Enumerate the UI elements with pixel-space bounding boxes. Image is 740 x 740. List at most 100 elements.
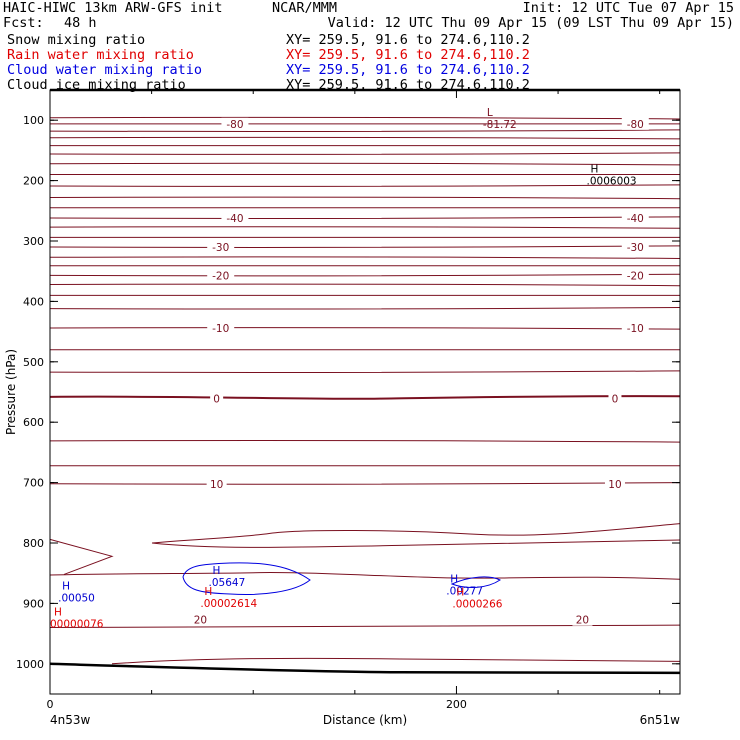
isotherm-line bbox=[49, 370, 681, 373]
isotherm-line bbox=[49, 283, 681, 287]
valid-time: Valid: 12 UTC Thu 09 Apr 15 (09 LST Thu … bbox=[327, 15, 734, 31]
extremum-marker: H bbox=[204, 586, 212, 598]
contour-label: -40 bbox=[627, 213, 644, 225]
isotherm-line bbox=[49, 136, 681, 140]
extremum-marker: H bbox=[62, 580, 70, 592]
isotherm-line bbox=[49, 152, 681, 155]
y-tick-label: 400 bbox=[23, 295, 44, 308]
contour-label-bg bbox=[621, 269, 649, 282]
isotherm-line bbox=[49, 273, 681, 277]
extremum-value: .05647 bbox=[209, 577, 246, 589]
isotherm-line bbox=[49, 184, 681, 187]
contour-label-bg bbox=[221, 117, 249, 130]
contour-label: -80 bbox=[627, 119, 644, 131]
isotherm-line bbox=[151, 539, 681, 548]
extremum-marker: H bbox=[213, 565, 221, 577]
y-tick-label: 1000 bbox=[16, 658, 44, 671]
contour-label-bg bbox=[621, 241, 649, 254]
y-tick-label: 600 bbox=[23, 416, 44, 429]
x-tick-label: 200 bbox=[446, 698, 467, 711]
isotherm-line bbox=[49, 216, 681, 219]
field-cloudwater-xy: XY= 259.5, 91.6 to 274.6,110.2 bbox=[286, 62, 530, 78]
y-tick-label: 200 bbox=[23, 175, 44, 188]
org-label: NCAR/MMM bbox=[272, 0, 338, 16]
isotherm-line bbox=[49, 116, 681, 120]
ground-surface-line bbox=[49, 662, 681, 675]
freezing-level-line bbox=[49, 395, 681, 400]
field-rain-xy: XY= 259.5, 91.6 to 274.6,110.2 bbox=[286, 47, 530, 63]
contour-label: 20 bbox=[576, 615, 589, 627]
isotherm-line bbox=[151, 523, 681, 544]
isotherm-line bbox=[111, 657, 681, 665]
plot-frame bbox=[49, 89, 681, 695]
isotherm-line bbox=[49, 256, 681, 260]
extremum-value: -81.72 bbox=[483, 119, 517, 131]
x-tick-label: 0 bbox=[47, 698, 54, 711]
extremum-marker: L bbox=[487, 107, 493, 119]
contour-label-bg bbox=[572, 613, 593, 626]
contour-label-bg bbox=[604, 477, 625, 490]
contour-label-bg bbox=[608, 392, 622, 405]
contour-label: -10 bbox=[627, 323, 644, 335]
forecast-hours: 48 h bbox=[64, 15, 97, 31]
extremum-value: 00000076 bbox=[50, 618, 104, 630]
contour-label: -20 bbox=[627, 270, 644, 282]
isotherm-line bbox=[49, 245, 681, 248]
right-endpoint-label: 6n51w bbox=[640, 713, 681, 727]
contour-label-bg bbox=[210, 392, 224, 405]
isotherm-line bbox=[49, 162, 681, 166]
extremum-marker: H bbox=[450, 574, 458, 586]
y-axis-label: Pressure (hPa) bbox=[4, 349, 18, 435]
field-rain-name: Rain water mixing ratio bbox=[7, 47, 194, 63]
field-snow-name: Snow mixing ratio bbox=[7, 32, 146, 48]
contour-lines bbox=[49, 88, 681, 675]
isotherm-line bbox=[49, 571, 681, 580]
init-time: Init: 12 UTC Tue 07 Apr 15 bbox=[522, 0, 734, 16]
contour-label-bg bbox=[621, 321, 649, 334]
isotherm-line bbox=[49, 482, 681, 485]
x-axis-label: Distance (km) bbox=[323, 713, 407, 727]
isotherm-line bbox=[49, 129, 681, 132]
contour-label: -10 bbox=[212, 323, 229, 335]
contour-label: 10 bbox=[608, 479, 621, 491]
contour-label-bg bbox=[621, 212, 649, 225]
extremum-marker: H bbox=[591, 164, 599, 176]
contour-label-bg bbox=[221, 212, 249, 225]
cloud-water-contour bbox=[182, 562, 311, 595]
plot-border bbox=[49, 89, 681, 695]
isotherm-line bbox=[49, 196, 681, 200]
isotherm-line bbox=[49, 327, 681, 330]
contour-label: -40 bbox=[226, 213, 243, 225]
extremum-value: .0006003 bbox=[587, 176, 637, 188]
extremum-marker: H bbox=[456, 586, 464, 598]
field-cloudwater-name: Cloud water mixing ratio bbox=[7, 62, 203, 78]
y-tick-label: 300 bbox=[23, 235, 44, 248]
extremum-value: .00002614 bbox=[200, 598, 257, 610]
contour-label: 10 bbox=[210, 479, 223, 491]
field-snow-xy: XY= 259.5, 91.6 to 274.6,110.2 bbox=[286, 32, 530, 48]
contour-label-bg bbox=[206, 477, 227, 490]
isotherm-line bbox=[49, 440, 681, 443]
contour-label: -30 bbox=[627, 242, 644, 254]
y-tick-label: 800 bbox=[23, 537, 44, 550]
isotherm-line bbox=[49, 538, 114, 575]
cloud-water-contour bbox=[450, 576, 501, 588]
isotherm-line bbox=[49, 226, 681, 229]
y-tick-label: 900 bbox=[23, 597, 44, 610]
contour-label: 0 bbox=[213, 394, 220, 406]
y-tick-label: 100 bbox=[23, 114, 44, 127]
forecast-label: Fcst: bbox=[3, 15, 44, 31]
contour-label-bg bbox=[190, 613, 211, 626]
contour-label-bg bbox=[207, 241, 235, 254]
y-tick-label: 700 bbox=[23, 477, 44, 490]
extremum-marker: H bbox=[54, 606, 62, 618]
extremum-value: .00050 bbox=[58, 592, 95, 604]
contour-label: -80 bbox=[226, 119, 243, 131]
extremum-value: .00277 bbox=[446, 586, 483, 598]
contour-label-bg bbox=[207, 321, 235, 334]
y-tick-label: 500 bbox=[23, 356, 44, 369]
contour-label: 20 bbox=[194, 615, 207, 627]
contour-label: -30 bbox=[212, 242, 229, 254]
